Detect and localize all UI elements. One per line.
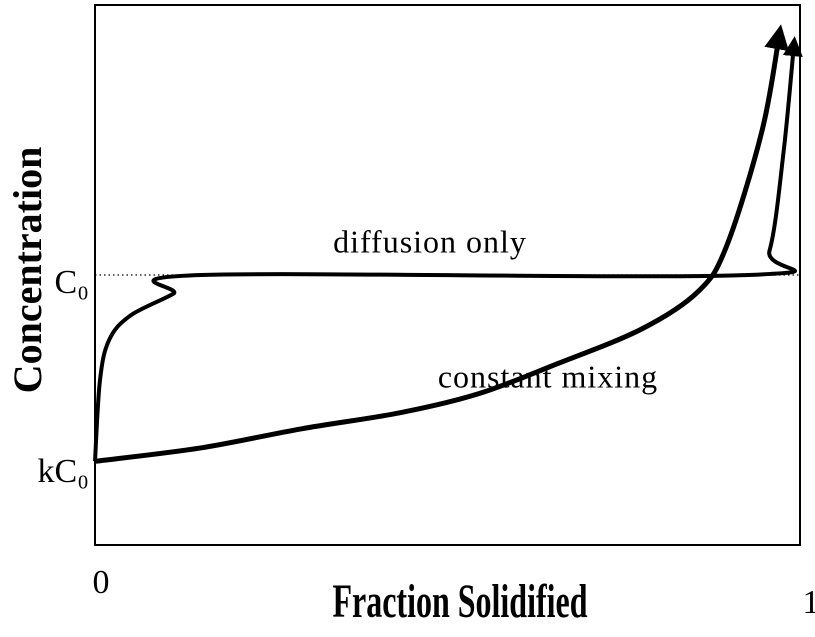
x-axis-label: Fraction Solidified	[332, 575, 587, 628]
curve	[93, 36, 803, 462]
x-tick-label: 1	[803, 584, 815, 621]
y-tick-label: C₀	[54, 264, 89, 301]
curve	[94, 24, 789, 464]
annotation: constant mixing	[438, 358, 658, 394]
annotation: diffusion only	[333, 223, 527, 259]
y-tick-label: kC₀	[37, 453, 89, 490]
y-axis-label: Concentration	[5, 147, 50, 394]
x-tick-label: 0	[93, 564, 110, 601]
